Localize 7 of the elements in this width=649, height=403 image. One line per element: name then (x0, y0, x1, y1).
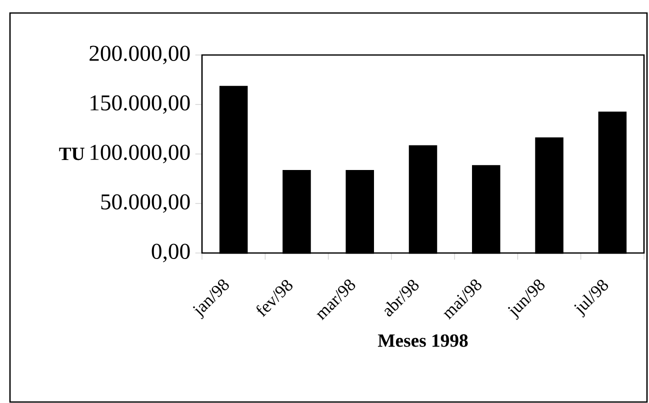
y-tick-label: 150.000,00 (90, 95, 190, 114)
x-axis-title: Meses 1998 (378, 334, 468, 347)
y-tick-label: 100.000,00 (90, 144, 190, 164)
y-tick-label: 50.000,00 (101, 194, 190, 213)
y-tick-label: 200.000,00 (90, 46, 190, 64)
y-tick-label: 0,00 (152, 244, 190, 262)
y-axis-title: TU (59, 148, 84, 160)
